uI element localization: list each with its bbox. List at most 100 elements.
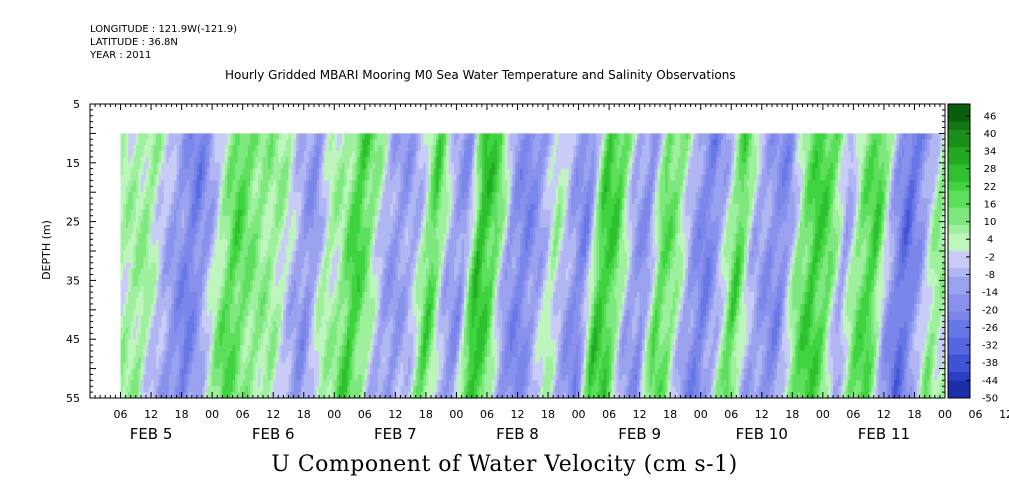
heatmap-cell [181, 380, 185, 387]
heatmap-cell [222, 268, 226, 276]
heatmap-cell [199, 139, 203, 146]
heatmap-cell [145, 180, 150, 187]
heatmap-cell [265, 327, 269, 334]
heatmap-cell [186, 186, 190, 193]
heatmap-cell [219, 292, 223, 299]
heatmap-cell [237, 192, 241, 199]
heatmap-cell [171, 374, 175, 381]
heatmap-cell [196, 345, 201, 352]
heatmap-cell [135, 145, 139, 152]
heatmap-cell [237, 333, 241, 340]
heatmap-cell [173, 286, 178, 293]
heatmap-cell [133, 268, 137, 276]
heatmap-cell [148, 286, 152, 293]
heatmap-cell [255, 233, 259, 240]
heatmap-cell [237, 227, 241, 234]
heatmap-cell [130, 292, 134, 299]
heatmap-cell [212, 156, 216, 164]
heatmap-cell [250, 151, 254, 158]
heatmap-cell [186, 133, 190, 140]
heatmap-cell [240, 156, 244, 164]
heatmap-cell [153, 362, 157, 370]
heatmap-cell [214, 374, 218, 381]
heatmap-cell [214, 356, 218, 364]
heatmap-cell [199, 251, 203, 258]
heatmap-cell [158, 380, 162, 387]
heatmap-cell [161, 368, 165, 376]
heatmap-cell [161, 345, 165, 352]
heatmap-cell [179, 180, 183, 187]
heatmap-cell [227, 374, 231, 381]
heatmap-cell [201, 156, 206, 164]
heatmap-cell [232, 321, 236, 329]
heatmap-cell [219, 333, 223, 340]
heatmap-cell [201, 274, 206, 281]
heatmap-cell [217, 174, 221, 182]
heatmap-cell [179, 386, 183, 393]
heatmap-cell [153, 256, 157, 264]
heatmap-cell [250, 386, 254, 393]
heatmap-cell [173, 239, 178, 246]
heatmap-cell [189, 203, 193, 211]
heatmap-cell [255, 251, 259, 258]
heatmap-cell [217, 392, 221, 399]
heatmap-cell [138, 362, 142, 370]
heatmap-cell [173, 327, 178, 334]
heatmap-cell [268, 286, 272, 293]
heatmap-cell [265, 198, 269, 205]
heatmap-cell [201, 386, 206, 393]
heatmap-cell [128, 303, 132, 311]
heatmap-cell [151, 162, 155, 170]
heatmap-cell [257, 245, 262, 252]
heatmap-cell [176, 251, 180, 258]
heatmap-cell [268, 280, 272, 287]
heatmap-cell [247, 345, 251, 352]
heatmap-cell [247, 221, 251, 229]
heatmap-cell [163, 245, 167, 252]
heatmap-cell [224, 262, 229, 270]
heatmap-cell [163, 333, 167, 340]
heatmap-cell [189, 309, 193, 317]
heatmap-cell [222, 298, 226, 305]
heatmap-cell [209, 368, 213, 376]
heatmap-cell [265, 215, 269, 223]
heatmap-cell [222, 162, 226, 170]
heatmap-cell [265, 380, 269, 387]
heatmap-cell [161, 151, 165, 158]
heatmap-cell [148, 386, 152, 393]
heatmap-cell [268, 133, 272, 140]
heatmap-cell [176, 315, 180, 323]
heatmap-cell [133, 356, 137, 364]
heatmap-cell [207, 321, 211, 329]
heatmap-cell [125, 186, 129, 193]
heatmap-cell [168, 274, 173, 281]
heatmap-cell [130, 156, 134, 164]
heatmap-cell [158, 339, 162, 346]
heatmap-cell [212, 209, 216, 217]
heatmap-cell [138, 356, 142, 364]
heatmap-cell [189, 151, 193, 158]
heatmap-cell [257, 139, 262, 146]
heatmap-cell [224, 321, 229, 329]
heatmap-cell [166, 151, 170, 158]
heatmap-cell [176, 198, 180, 205]
heatmap-cell [245, 221, 249, 229]
heatmap-cell [207, 268, 211, 276]
heatmap-cell [179, 339, 183, 346]
heatmap-cell [260, 321, 264, 329]
heatmap-cell [191, 180, 195, 187]
heatmap-cell [268, 339, 272, 346]
heatmap-cell [176, 174, 180, 182]
heatmap-cell [242, 251, 246, 258]
heatmap-cell [171, 227, 175, 234]
heatmap-cell [163, 309, 167, 317]
heatmap-cell [257, 168, 262, 176]
heatmap-cell [240, 362, 244, 370]
heatmap-cell [130, 386, 134, 393]
heatmap-cell [176, 233, 180, 240]
heatmap-cell [145, 309, 150, 317]
heatmap-cell [148, 174, 152, 182]
heatmap-cell [250, 350, 254, 358]
heatmap-cell [163, 374, 167, 381]
heatmap-cell [229, 262, 234, 270]
